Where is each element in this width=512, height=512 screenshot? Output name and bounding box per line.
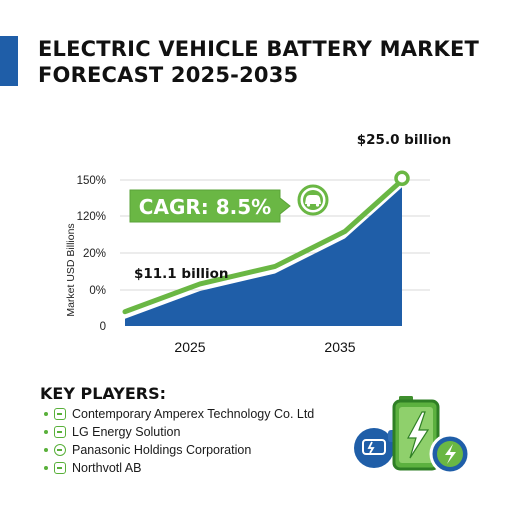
- start-value-label: $11.1 billion: [134, 266, 228, 282]
- x-tick-label: 2035: [324, 339, 355, 355]
- bolt-icon: [54, 444, 66, 456]
- key-player-item: Contemporary Amperex Technology Co. Ltd: [44, 405, 314, 423]
- battery-icon: [54, 426, 66, 438]
- key-players-title: KEY PLAYERS:: [40, 384, 167, 403]
- key-player-name: LG Energy Solution: [72, 425, 181, 439]
- chart-annotations: $11.1 billion $25.0 billion CAGR: 8.5%: [129, 132, 451, 282]
- y-tick-label: 150%: [77, 175, 106, 187]
- page-title: ELECTRIC VEHICLE BATTERY MARKET FORECAST…: [38, 36, 498, 88]
- key-player-name: Northvotl AB: [72, 461, 142, 475]
- end-value-label: $25.0 billion: [357, 132, 451, 148]
- bullet-dot: [44, 430, 48, 434]
- title-line-2: FORECAST 2025-2035: [38, 63, 299, 87]
- chart-area-layer: [122, 170, 410, 326]
- title-line-1: ELECTRIC VEHICLE BATTERY MARKET: [38, 37, 480, 61]
- y-tick-label: 0%: [89, 285, 106, 297]
- battery-charging-icon: [354, 396, 471, 475]
- y-axis-label: Market USD Billions: [65, 223, 77, 316]
- y-tick-label: 120%: [77, 211, 106, 223]
- key-player-item: Panasonic Holdings Corporation: [44, 441, 314, 459]
- bullet-dot: [44, 448, 48, 452]
- bullet-dot: [44, 466, 48, 470]
- car-battery-icon: [54, 408, 66, 420]
- cagr-badge-label: CAGR: 8.5%: [139, 195, 271, 219]
- key-player-item: Northvotl AB: [44, 459, 314, 477]
- chart-ticks: 0 0% 20% 120% 150% Market USD Billions 2025 203…: [65, 175, 356, 355]
- key-player-name: Contemporary Amperex Technology Co. Ltd: [72, 407, 315, 421]
- x-tick-label: 2025: [174, 339, 205, 355]
- y-tick-label: 20%: [83, 248, 106, 260]
- car-icon: [297, 184, 329, 216]
- bullet-dot: [44, 412, 48, 416]
- series-area: [125, 187, 402, 326]
- end-point-marker: [394, 170, 410, 187]
- title-accent-bar: [0, 36, 18, 86]
- key-players-list: Contemporary Amperex Technology Co. Ltd …: [44, 405, 314, 477]
- cagr-badge: [129, 189, 291, 223]
- y-tick-label: 0: [100, 321, 106, 333]
- key-player-name: Panasonic Holdings Corporation: [72, 443, 252, 457]
- battery-pack-icon: [54, 462, 66, 474]
- market-forecast-chart: 0 0% 20% 120% 150% Market USD Billions 2025 203…: [65, 132, 451, 355]
- series-line: [122, 177, 405, 315]
- key-player-item: LG Energy Solution: [44, 423, 314, 441]
